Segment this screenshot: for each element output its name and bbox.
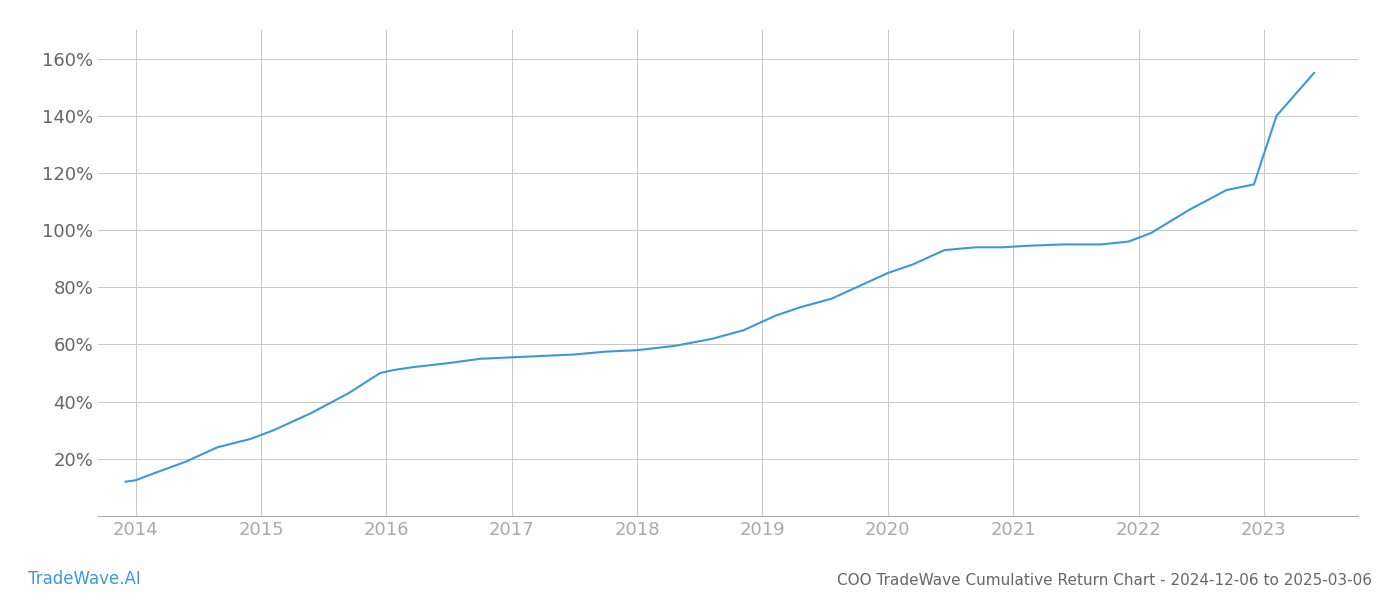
Text: COO TradeWave Cumulative Return Chart - 2024-12-06 to 2025-03-06: COO TradeWave Cumulative Return Chart - … <box>837 573 1372 588</box>
Text: TradeWave.AI: TradeWave.AI <box>28 570 141 588</box>
